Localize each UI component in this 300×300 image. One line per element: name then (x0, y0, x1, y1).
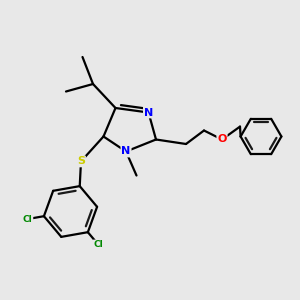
Text: N: N (144, 107, 153, 118)
Text: Cl: Cl (23, 214, 32, 224)
Text: N: N (122, 146, 130, 157)
Text: O: O (217, 134, 227, 145)
Text: Cl: Cl (94, 240, 103, 249)
Text: S: S (77, 156, 85, 167)
